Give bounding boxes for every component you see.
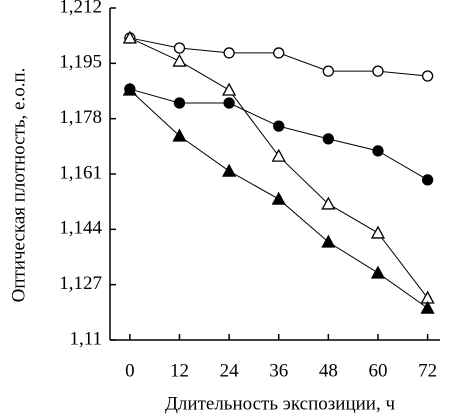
- point: [271, 191, 286, 205]
- x-tick-label: 60: [368, 360, 387, 381]
- point: [173, 42, 186, 54]
- y-tick-label: 1,195: [59, 52, 102, 73]
- x-tick-label: 12: [170, 360, 189, 381]
- point: [321, 234, 336, 248]
- point: [421, 174, 434, 186]
- point: [370, 225, 386, 239]
- point: [223, 47, 235, 59]
- point: [122, 82, 137, 96]
- y-tick-label: 1,161: [59, 162, 102, 183]
- y-axis-label: Оптическая плотность, е.о.п.: [8, 68, 29, 303]
- x-tick-label: 0: [125, 360, 135, 381]
- point: [372, 65, 384, 77]
- point: [321, 196, 336, 210]
- point: [173, 97, 186, 109]
- x-tick-label: 36: [269, 360, 288, 381]
- y-tick-label: 1,212: [59, 0, 102, 17]
- y-tick-label: 1,144: [59, 218, 102, 239]
- point: [322, 65, 334, 77]
- point: [372, 145, 384, 157]
- point: [222, 163, 237, 177]
- point: [271, 148, 286, 162]
- series-line: [129, 37, 428, 299]
- y-tick-label: 1,127: [59, 273, 102, 294]
- x-tick-label: 48: [319, 360, 338, 381]
- point: [222, 82, 237, 96]
- y-tick-label: 1,11: [69, 328, 102, 349]
- point: [273, 120, 285, 132]
- point: [421, 70, 434, 82]
- point: [420, 300, 435, 314]
- point: [223, 97, 235, 109]
- y-tick-label: 1,178: [59, 107, 102, 128]
- x-axis-label: Длительность экспозиции, ч: [165, 393, 395, 414]
- point: [122, 30, 137, 44]
- x-tick-label: 72: [418, 360, 437, 381]
- point: [322, 133, 334, 145]
- point: [172, 128, 187, 142]
- x-tick-label: 24: [220, 360, 240, 381]
- point: [172, 53, 187, 67]
- point: [273, 47, 285, 59]
- point: [370, 265, 386, 279]
